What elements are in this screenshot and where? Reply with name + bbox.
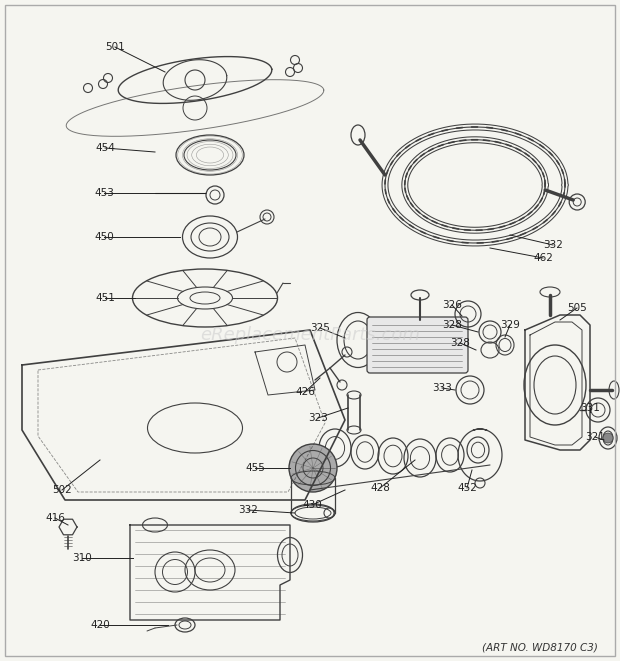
Text: 333: 333 <box>432 383 452 393</box>
Ellipse shape <box>289 444 337 492</box>
Text: 332: 332 <box>238 505 258 515</box>
Text: 321: 321 <box>585 432 605 442</box>
Text: 453: 453 <box>94 188 114 198</box>
Text: 332: 332 <box>543 240 563 250</box>
Text: 326: 326 <box>442 300 462 310</box>
Text: 462: 462 <box>533 253 553 263</box>
Text: 450: 450 <box>94 232 114 242</box>
Text: eReplacementParts.com: eReplacementParts.com <box>200 326 420 344</box>
Text: 502: 502 <box>52 485 72 495</box>
Text: 328: 328 <box>442 320 462 330</box>
Text: 420: 420 <box>90 620 110 630</box>
Text: 505: 505 <box>567 303 587 313</box>
Text: 329: 329 <box>500 320 520 330</box>
Text: 430: 430 <box>302 500 322 510</box>
Text: 428: 428 <box>370 483 390 493</box>
Circle shape <box>603 433 613 443</box>
Text: 325: 325 <box>310 323 330 333</box>
Text: 310: 310 <box>72 553 92 563</box>
Text: 451: 451 <box>95 293 115 303</box>
Text: 454: 454 <box>95 143 115 153</box>
Text: 455: 455 <box>245 463 265 473</box>
Text: 501: 501 <box>105 42 125 52</box>
Text: (ART NO. WD8170 C3): (ART NO. WD8170 C3) <box>482 643 598 653</box>
Text: 328: 328 <box>450 338 470 348</box>
Text: 416: 416 <box>45 513 65 523</box>
Text: 452: 452 <box>457 483 477 493</box>
Text: 323: 323 <box>308 413 328 423</box>
FancyBboxPatch shape <box>367 317 468 373</box>
Text: 331: 331 <box>580 403 600 413</box>
Text: 426: 426 <box>295 387 315 397</box>
